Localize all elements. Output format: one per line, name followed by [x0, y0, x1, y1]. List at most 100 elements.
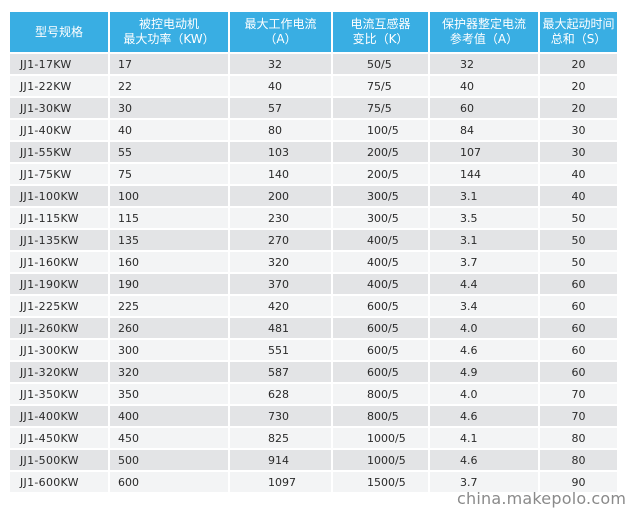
spec-table-container: 型号规格 被控电动机 最大功率（KW） 最大工作电流 （A） 电流互感器 变比（K） …: [8, 10, 617, 494]
cell-current: 1097: [230, 472, 331, 492]
header-time-line2: 总和（S）: [550, 32, 607, 46]
cell-protect: 40: [430, 76, 538, 96]
cell-current: 481: [230, 318, 331, 338]
table-row: JJ1-400KW 400 730 800/5 4.6 70: [10, 406, 617, 426]
cell-current: 914: [230, 450, 331, 470]
cell-protect: 4.6: [430, 450, 538, 470]
cell-current: 140: [230, 164, 331, 184]
cell-power: 500: [110, 450, 228, 470]
cell-protect: 4.9: [430, 362, 538, 382]
cell-model: JJ1-320KW: [10, 362, 108, 382]
cell-power: 55: [110, 142, 228, 162]
cell-time: 80: [540, 428, 617, 448]
cell-time: 40: [540, 164, 617, 184]
table-body: JJ1-17KW 17 32 50/5 32 20 JJ1-22KW 22 40 75/5 40 20…: [10, 54, 617, 492]
header-protect-line1: 保护器整定电流: [441, 17, 526, 31]
cell-protect: 3.4: [430, 296, 538, 316]
cell-model: JJ1-115KW: [10, 208, 108, 228]
cell-protect: 3.7: [430, 252, 538, 272]
cell-ratio: 600/5: [333, 318, 428, 338]
cell-current: 57: [230, 98, 331, 118]
header-protect: 保护器整定电流 参考值（A）: [430, 12, 538, 52]
cell-time: 60: [540, 274, 617, 294]
cell-current: 80: [230, 120, 331, 140]
cell-ratio: 1000/5: [333, 450, 428, 470]
cell-model: JJ1-400KW: [10, 406, 108, 426]
cell-model: JJ1-30KW: [10, 98, 108, 118]
cell-protect: 84: [430, 120, 538, 140]
cell-power: 400: [110, 406, 228, 426]
table-row: JJ1-115KW 115 230 300/5 3.5 50: [10, 208, 617, 228]
cell-time: 30: [540, 120, 617, 140]
cell-ratio: 800/5: [333, 406, 428, 426]
cell-ratio: 75/5: [333, 98, 428, 118]
cell-time: 60: [540, 296, 617, 316]
cell-protect: 3.1: [430, 186, 538, 206]
cell-ratio: 100/5: [333, 120, 428, 140]
cell-time: 50: [540, 230, 617, 250]
watermark: china.makepolo.com: [457, 489, 627, 508]
cell-power: 40: [110, 120, 228, 140]
table-row: JJ1-320KW 320 587 600/5 4.9 60: [10, 362, 617, 382]
table-row: JJ1-300KW 300 551 600/5 4.6 60: [10, 340, 617, 360]
cell-protect: 4.4: [430, 274, 538, 294]
header-model: 型号规格: [10, 12, 108, 52]
cell-model: JJ1-350KW: [10, 384, 108, 404]
cell-power: 300: [110, 340, 228, 360]
cell-time: 30: [540, 142, 617, 162]
cell-model: JJ1-225KW: [10, 296, 108, 316]
cell-ratio: 400/5: [333, 230, 428, 250]
cell-time: 80: [540, 450, 617, 470]
cell-time: 20: [540, 76, 617, 96]
header-power-line1: 被控电动机: [138, 17, 199, 31]
cell-ratio: 600/5: [333, 296, 428, 316]
cell-ratio: 400/5: [333, 252, 428, 272]
table-row: JJ1-55KW 55 103 200/5 107 30: [10, 142, 617, 162]
cell-protect: 4.6: [430, 340, 538, 360]
cell-power: 22: [110, 76, 228, 96]
header-row: 型号规格 被控电动机 最大功率（KW） 最大工作电流 （A） 电流互感器 变比（K） …: [10, 12, 617, 52]
header-power-line2: 最大功率（KW）: [123, 32, 215, 46]
cell-current: 370: [230, 274, 331, 294]
cell-time: 70: [540, 384, 617, 404]
cell-power: 100: [110, 186, 228, 206]
cell-time: 20: [540, 98, 617, 118]
cell-model: JJ1-600KW: [10, 472, 108, 492]
cell-power: 320: [110, 362, 228, 382]
header-current-line2: （A）: [264, 32, 297, 46]
cell-current: 587: [230, 362, 331, 382]
cell-power: 75: [110, 164, 228, 184]
header-protect-line2: 参考值（A）: [449, 32, 519, 46]
table-row: JJ1-135KW 135 270 400/5 3.1 50: [10, 230, 617, 250]
cell-current: 103: [230, 142, 331, 162]
cell-model: JJ1-450KW: [10, 428, 108, 448]
cell-model: JJ1-500KW: [10, 450, 108, 470]
header-ratio-line2: 变比（K）: [352, 32, 409, 46]
cell-ratio: 600/5: [333, 340, 428, 360]
cell-time: 60: [540, 318, 617, 338]
cell-protect: 3.7: [430, 472, 538, 492]
table-row: JJ1-40KW 40 80 100/5 84 30: [10, 120, 617, 140]
cell-model: JJ1-75KW: [10, 164, 108, 184]
cell-current: 551: [230, 340, 331, 360]
cell-protect: 3.5: [430, 208, 538, 228]
cell-time: 50: [540, 252, 617, 272]
cell-model: JJ1-260KW: [10, 318, 108, 338]
table-row: JJ1-100KW 100 200 300/5 3.1 40: [10, 186, 617, 206]
cell-ratio: 1500/5: [333, 472, 428, 492]
cell-time: 70: [540, 406, 617, 426]
cell-power: 600: [110, 472, 228, 492]
cell-model: JJ1-135KW: [10, 230, 108, 250]
cell-current: 230: [230, 208, 331, 228]
cell-current: 420: [230, 296, 331, 316]
table-row: JJ1-500KW 500 914 1000/5 4.6 80: [10, 450, 617, 470]
cell-ratio: 75/5: [333, 76, 428, 96]
cell-power: 450: [110, 428, 228, 448]
cell-model: JJ1-40KW: [10, 120, 108, 140]
cell-protect: 32: [430, 54, 538, 74]
cell-power: 350: [110, 384, 228, 404]
cell-current: 730: [230, 406, 331, 426]
cell-ratio: 200/5: [333, 164, 428, 184]
cell-model: JJ1-17KW: [10, 54, 108, 74]
cell-protect: 144: [430, 164, 538, 184]
